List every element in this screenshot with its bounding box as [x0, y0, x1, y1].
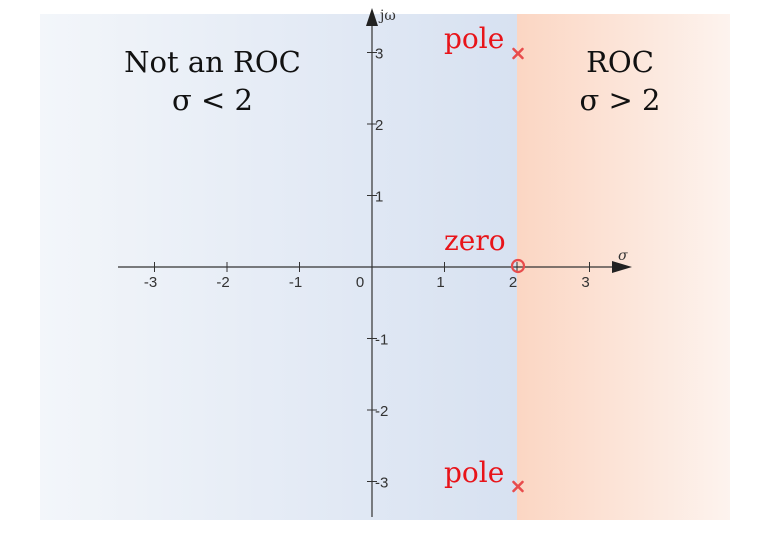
markers — [510, 47, 526, 493]
y-tick-label: 2 — [375, 117, 383, 134]
x-axis-arrow — [612, 261, 632, 273]
roc-condition: σ > 2 — [579, 83, 661, 117]
y-tick-label: 1 — [375, 189, 383, 206]
x-tick-label: -2 — [216, 274, 229, 291]
axes: σ jω -3 -2 -1 0 1 2 3 -3 -2 -1 1 2 3 — [118, 8, 632, 517]
not-roc-label: Not an ROC σ < 2 — [110, 43, 315, 119]
x-tick-label: 1 — [436, 274, 444, 291]
y-tick-label: -2 — [375, 403, 388, 420]
x-tick-label: 2 — [509, 274, 517, 291]
pole-marker — [512, 480, 524, 493]
x-tick-label: -1 — [289, 274, 302, 291]
not-roc-condition: σ < 2 — [172, 83, 253, 117]
pole-top-label: pole — [444, 22, 505, 55]
x-tick-label: -3 — [144, 274, 157, 291]
y-axis-title: jω — [378, 8, 396, 24]
pole-bottom-label: pole — [444, 456, 505, 489]
not-roc-title: Not an ROC — [124, 45, 301, 79]
x-tick-label: 0 — [356, 274, 364, 291]
y-tick-label: -1 — [375, 332, 388, 349]
y-tick-label: 3 — [375, 46, 383, 63]
zero-label: zero — [444, 224, 506, 257]
x-axis-title: σ — [618, 248, 628, 264]
pole-marker — [512, 47, 524, 60]
zero-marker — [510, 258, 526, 274]
roc-label: ROC σ > 2 — [565, 43, 675, 119]
x-tick-label: 3 — [581, 274, 589, 291]
y-axis-arrow — [366, 8, 378, 26]
y-tick-label: -3 — [375, 475, 388, 492]
roc-title: ROC — [586, 45, 654, 79]
